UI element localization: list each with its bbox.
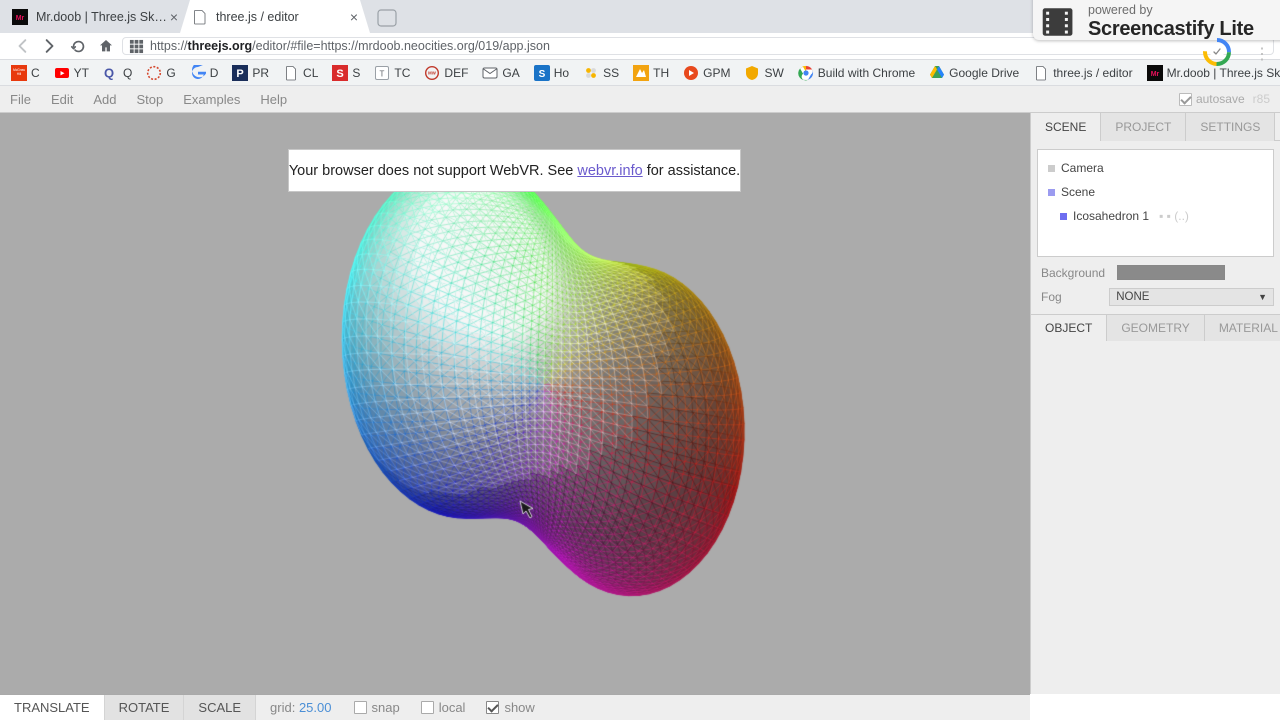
- svg-text:S: S: [538, 69, 545, 80]
- svg-text:MW: MW: [429, 70, 438, 75]
- svg-text:Mr: Mr: [16, 15, 25, 22]
- svg-text:Hill: Hill: [17, 72, 22, 76]
- svg-text:T: T: [380, 69, 385, 78]
- svg-text:Q: Q: [104, 65, 114, 80]
- svg-text:S: S: [337, 68, 344, 80]
- svg-text:P: P: [237, 68, 244, 80]
- svg-text:Mr: Mr: [1150, 71, 1159, 78]
